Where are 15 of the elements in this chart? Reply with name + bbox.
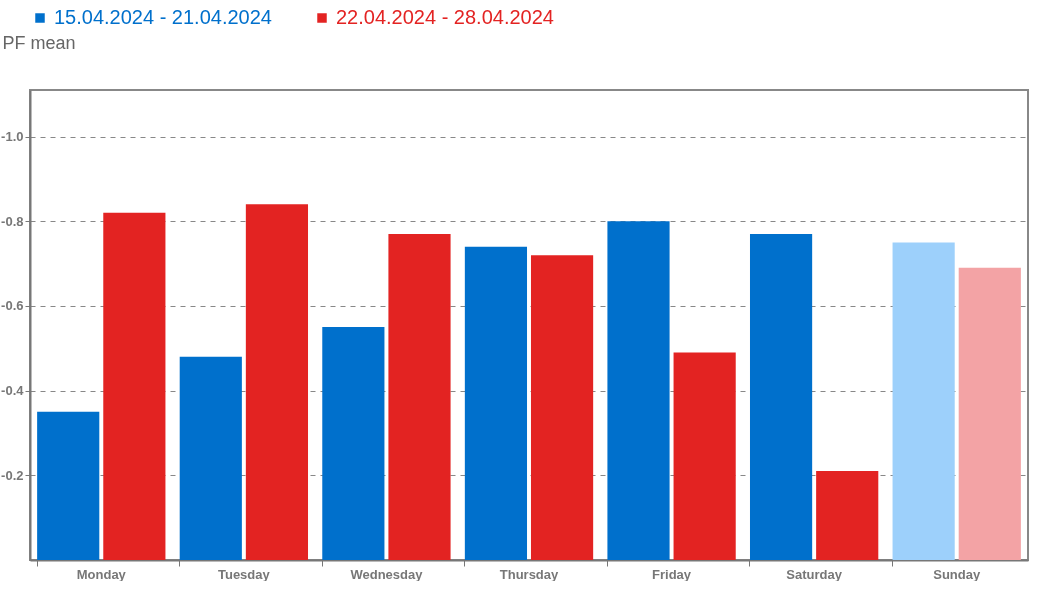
x-tick-label: Saturday xyxy=(786,566,843,582)
y-tick-label: -1.0 xyxy=(1,129,24,145)
legend-label: 15.04.2024 - 21.04.2024 xyxy=(54,6,272,28)
x-tick-label: Sunday xyxy=(933,566,981,582)
x-tick-label: Thursday xyxy=(499,566,560,582)
x-tick-label: Wednesday xyxy=(350,566,424,582)
x-tick-label: Tuesday xyxy=(217,566,271,582)
y-tick-label: -0.2 xyxy=(1,467,24,483)
y-tick-label: -0.6 xyxy=(1,298,24,314)
y-tick-label: -0.4 xyxy=(1,383,25,399)
x-tick-label: Monday xyxy=(76,566,127,582)
legend-label: 22.04.2024 - 28.04.2024 xyxy=(336,6,554,28)
y-axis-title: PF mean xyxy=(2,32,76,53)
x-tick-label: Friday xyxy=(652,566,692,582)
y-tick-label: -0.8 xyxy=(1,213,24,229)
